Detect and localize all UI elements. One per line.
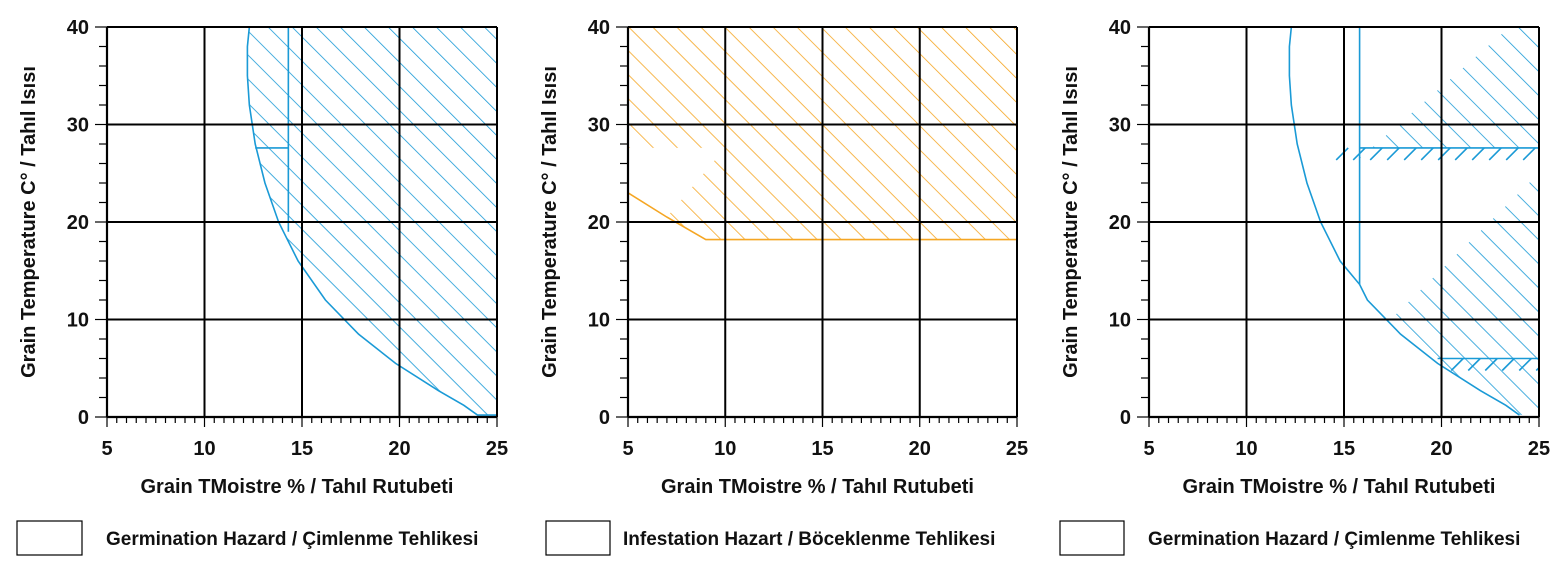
legend-swatch bbox=[16, 520, 83, 556]
x-tick-label: 20 bbox=[388, 438, 410, 460]
germination-chart-detailed: 5 10 15 20 25 0 10 20 30 40 Grain TMoistre % / Tah… bbox=[1060, 17, 1550, 498]
edge-hatch-tick bbox=[1522, 147, 1536, 161]
y-tick-label: 30 bbox=[1109, 115, 1131, 137]
edge-hatch-tick bbox=[1484, 357, 1498, 372]
minor-ticks bbox=[616, 26, 1018, 427]
edge-hatch-tick bbox=[1488, 147, 1502, 161]
legend-germination: Germination Hazard / Çimlenme Tehlikesi bbox=[16, 520, 478, 556]
x-tick-label: 25 bbox=[486, 438, 508, 460]
y-tick-label: 20 bbox=[67, 212, 89, 234]
edge-hatch-tick bbox=[1437, 147, 1451, 161]
legend-label: Infestation Hazart / Böceklenme Tehlikes… bbox=[623, 529, 995, 550]
edge-hatch-tick bbox=[1386, 147, 1400, 161]
x-axis-label: Grain TMoistre % / Tahıl Rutubeti bbox=[661, 476, 974, 498]
edge-hatch-tick bbox=[1352, 147, 1366, 161]
edge-hatch-tick bbox=[1467, 357, 1481, 372]
hazard-upper-fill bbox=[1359, 27, 1539, 159]
x-tick-label: 5 bbox=[101, 438, 112, 460]
y-tick-label: 0 bbox=[78, 407, 89, 429]
y-tick-label: 0 bbox=[1120, 407, 1131, 429]
x-tick-label: 15 bbox=[811, 438, 833, 460]
legend-label: Germination Hazard / Çimlenme Tehlikesi bbox=[106, 529, 478, 550]
x-tick-label: 25 bbox=[1528, 438, 1550, 460]
infestation-chart: 5 10 15 20 25 0 10 20 30 40 Grain TMoistre % / Tah… bbox=[539, 17, 1028, 498]
x-tick-label: 20 bbox=[909, 438, 931, 460]
x-tick-label: 15 bbox=[291, 438, 313, 460]
edge-hatch-tick bbox=[1471, 147, 1485, 161]
x-tick-label: 25 bbox=[1006, 438, 1028, 460]
edge-hatch-tick bbox=[1420, 147, 1434, 161]
x-tick-label: 20 bbox=[1430, 438, 1452, 460]
germination-curve bbox=[1288, 27, 1520, 416]
x-tick-label: 5 bbox=[1143, 438, 1154, 460]
hazard-lower-fill bbox=[1390, 173, 1539, 416]
edge-hatch-tick bbox=[1335, 147, 1349, 161]
legend-infestation: Infestation Hazart / Böceklenme Tehlikes… bbox=[545, 520, 995, 556]
y-tick-label: 10 bbox=[1109, 310, 1131, 332]
y-axis-label: Grain Temperature C° / Tahıl Isısı bbox=[539, 66, 561, 378]
edge-hatch-tick bbox=[1501, 357, 1515, 372]
y-tick-label: 30 bbox=[67, 115, 89, 137]
upper-edge-hatch bbox=[1335, 147, 1536, 161]
x-tick-label: 10 bbox=[714, 438, 736, 460]
edge-hatch-tick bbox=[1454, 147, 1468, 161]
germination-hazard-outline bbox=[246, 27, 497, 416]
germination-chart: 5 10 15 20 25 0 10 20 30 40 Grain TMoistre % / Tah… bbox=[18, 17, 508, 498]
y-tick-label: 20 bbox=[1109, 212, 1131, 234]
edge-hatch-tick bbox=[1505, 147, 1519, 161]
x-axis-label: Grain TMoistre % / Tahıl Rutubeti bbox=[141, 476, 454, 498]
y-tick-label: 0 bbox=[599, 407, 610, 429]
x-tick-label: 5 bbox=[622, 438, 633, 460]
edge-hatch-tick bbox=[1369, 147, 1383, 161]
edge-hatch-tick bbox=[1518, 357, 1532, 372]
legend-swatch bbox=[1059, 520, 1125, 556]
minor-ticks bbox=[95, 26, 498, 427]
grid bbox=[1149, 26, 1540, 417]
y-tick-label: 10 bbox=[67, 310, 89, 332]
y-axis-label: Grain Temperature C° / Tahıl Isısı bbox=[18, 66, 40, 378]
edge-hatch-tick bbox=[1403, 147, 1417, 161]
legend-germination-2: Germination Hazard / Çimlenme Tehlikesi bbox=[1059, 520, 1520, 556]
infestation-boundary bbox=[628, 192, 1017, 241]
y-tick-label: 30 bbox=[588, 115, 610, 137]
edge-hatch-tick bbox=[1450, 357, 1464, 372]
grid bbox=[628, 26, 1018, 417]
x-tick-label: 10 bbox=[1235, 438, 1257, 460]
plot-area bbox=[1288, 27, 1539, 416]
y-tick-label: 10 bbox=[588, 310, 610, 332]
legend-swatch bbox=[545, 520, 611, 556]
legend-label: Germination Hazard / Çimlenme Tehlikesi bbox=[1148, 529, 1520, 550]
grid bbox=[107, 26, 498, 417]
infestation-lower-fill bbox=[666, 147, 1017, 240]
minor-ticks bbox=[1137, 26, 1540, 427]
y-axis-label: Grain Temperature C° / Tahıl Isısı bbox=[1060, 66, 1082, 378]
x-axis-label: Grain TMoistre % / Tahıl Rutubeti bbox=[1183, 476, 1496, 498]
y-tick-label: 20 bbox=[588, 212, 610, 234]
y-tick-label: 40 bbox=[67, 17, 89, 39]
x-tick-label: 10 bbox=[193, 438, 215, 460]
y-tick-label: 40 bbox=[588, 17, 610, 39]
x-tick-label: 15 bbox=[1333, 438, 1355, 460]
y-tick-label: 40 bbox=[1109, 17, 1131, 39]
